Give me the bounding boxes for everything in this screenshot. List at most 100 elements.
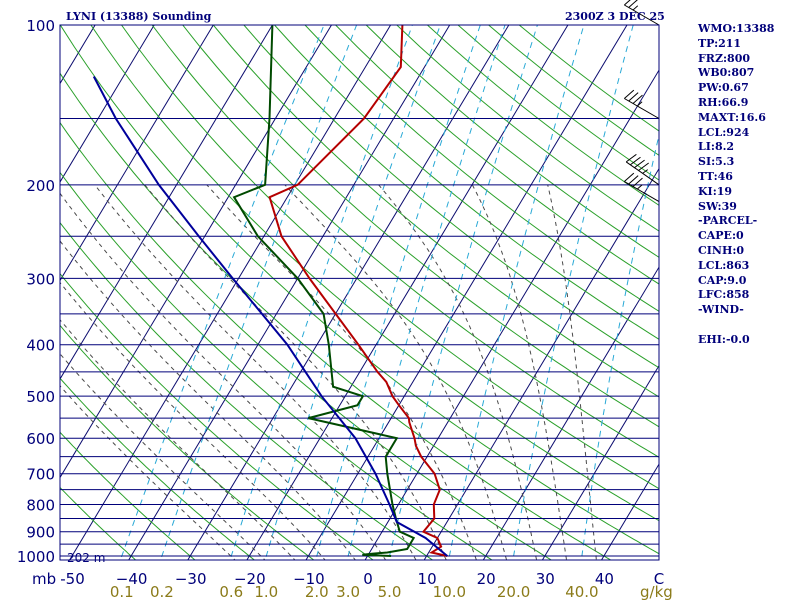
isotherm-lines [60, 25, 659, 560]
index-value: -PARCEL- [698, 214, 758, 228]
mixing-ratio-tick-label: 0.1 [110, 583, 134, 600]
moist-adiabat-line [206, 184, 477, 560]
wind-barb-half-flag [637, 184, 643, 190]
isotherm-line [60, 25, 273, 380]
temperature-tick-label: −40 [116, 570, 148, 588]
index-value: TT:46 [698, 169, 733, 183]
index-value: CAP:9.0 [698, 273, 747, 287]
temperature-tick-label: −20 [234, 570, 266, 588]
dry-adiabat-line [212, 25, 659, 398]
moist-adiabat-line [144, 184, 447, 560]
index-value: WMO:13388 [698, 22, 775, 35]
moist-adiabat-line [60, 385, 236, 560]
temperature-tick-label: −30 [175, 570, 207, 588]
wind-barb-staff [624, 181, 660, 202]
index-value: RH:66.9 [698, 95, 749, 109]
moist-adiabat-line [60, 318, 296, 560]
isotherm-line [128, 25, 451, 560]
mixing-ratio-line [264, 25, 441, 560]
wind-barb-flag [632, 177, 643, 187]
index-value: CINH:0 [698, 243, 745, 257]
wind-barb-flag [624, 89, 635, 99]
pressure-tick-label: 800 [26, 497, 55, 515]
wind-barb-flag [632, 94, 643, 104]
mixing-ratio-tick-label: 0.2 [150, 583, 174, 600]
index-value: SW:39 [698, 199, 737, 213]
pressure-tick-label: 400 [26, 337, 55, 355]
index-value: PW:0.67 [698, 81, 749, 95]
mixing-ratio-unit-label: g/kg [640, 583, 673, 600]
wind-barb-staff [624, 4, 660, 26]
isotherm-line [600, 463, 659, 560]
moist-adiabat-line [547, 184, 597, 560]
wind-barb-flag [638, 162, 649, 171]
wind-barb-staff [624, 98, 660, 119]
index-gap [698, 318, 798, 333]
pressure-tick-label: 600 [26, 430, 55, 448]
wind-barb-flag [630, 156, 641, 166]
pressure-tick-label: 500 [26, 388, 55, 406]
pressure-tick-labels: 100 200 300 400 500 600 700 800 900 1000 [17, 17, 55, 566]
index-value: LCL:863 [698, 258, 750, 272]
surface-height-label: 202 m [67, 551, 105, 565]
dry-adiabat-line [151, 25, 659, 458]
wind-barb-flag [625, 153, 637, 163]
plot-frame [59, 24, 660, 561]
wind-barb-flag [624, 0, 631, 6]
index-value: TP:211 [698, 36, 742, 50]
temperature-profile [268, 25, 448, 557]
wind-barb-flag [624, 172, 635, 182]
pressure-unit-label: mb [32, 570, 56, 588]
dry-adiabat-line [60, 324, 315, 560]
mixing-ratio-line [512, 25, 634, 560]
isotherm-line [541, 364, 659, 560]
wind-barb-flag [628, 92, 639, 102]
isotherm-line [60, 25, 96, 85]
moist-adiabat-line [471, 184, 568, 560]
mixing-ratio-line [388, 25, 538, 560]
mixing-ratio-line [580, 132, 659, 560]
index-value: FRZ:800 [698, 51, 751, 65]
mixing-ratio-tick-label: 1.0 [254, 583, 278, 600]
dry-adiabat-line [60, 377, 256, 560]
pressure-tick-label: 200 [26, 177, 55, 195]
temperature-tick-label: -50 [60, 570, 85, 588]
stability-index-panel: WMO:13388 TP:211 FRZ:800 WB0:807 PW:0.67 RH:6… [698, 22, 798, 348]
ehi-value: EHI:-0.0 [698, 332, 750, 346]
index-value: MAXT:16.6 [698, 110, 766, 124]
temperature-tick-label: 40 [595, 570, 614, 588]
wind-barb-flag [628, 175, 639, 185]
time-title: 2300Z 3 DEC 25 [565, 10, 665, 23]
index-value: LCL:924 [698, 125, 750, 139]
isotherm-line [246, 25, 569, 560]
sounding-profiles [92, 25, 448, 557]
dry-adiabat-line [243, 25, 659, 369]
mixing-ratio-line [346, 25, 506, 560]
dry-adiabat-line [60, 121, 553, 560]
pressure-tick-label: 700 [26, 466, 55, 484]
mixing-ratio-tick-label: 3.0 [336, 583, 360, 600]
isotherm-line [187, 25, 510, 560]
index-value: WB0:807 [698, 66, 755, 80]
pressure-tick-label: 100 [26, 17, 55, 35]
isotherm-line [482, 266, 659, 560]
isotherm-line [60, 25, 214, 282]
mixing-ratio-tick-label: 0.6 [219, 583, 243, 600]
moist-adiabat-line [60, 240, 356, 560]
isotherm-line [60, 25, 155, 183]
dry-adiabat-lines [60, 25, 659, 560]
dry-adiabat-line [304, 25, 659, 312]
index-value: KI:19 [698, 184, 733, 198]
wind-barb-flag [628, 0, 638, 8]
moist-adiabat-line [378, 184, 538, 560]
mixing-ratio-line [448, 25, 585, 560]
dry-adiabat-line [60, 486, 137, 560]
mixing-ratio-tick-label: 2.0 [305, 583, 329, 600]
index-list: WMO:13388 TP:211 FRZ:800 WB0:807 PW:0.67 RH:6… [698, 22, 798, 318]
dry-adiabat-line [365, 25, 659, 258]
moist-adiabat-lines [60, 184, 597, 560]
temperature-tick-label: −10 [293, 570, 325, 588]
index-value: SI:5.3 [698, 155, 735, 169]
isotherm-line [60, 25, 332, 479]
